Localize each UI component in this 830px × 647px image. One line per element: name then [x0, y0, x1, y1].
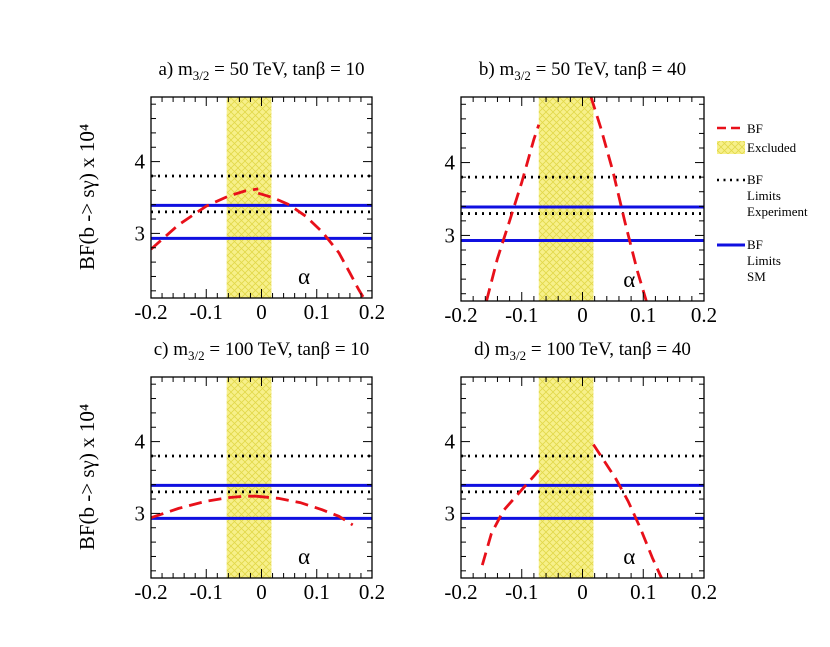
panel-title-part: b) m	[479, 59, 515, 80]
bf-curve-segment	[257, 191, 365, 298]
excluded-band	[538, 97, 594, 301]
plot-area-a	[151, 97, 372, 298]
x-axis-label: α	[298, 264, 310, 289]
x-tick-label: 0	[256, 580, 267, 604]
bf-curve-segment	[485, 124, 541, 301]
panel-title-part: c) m	[154, 339, 189, 360]
panel-title-part: = 100 TeV, tanβ = 10	[205, 339, 370, 360]
panel-title-a: a) m3/2 = 50 TeV, tanβ = 10	[158, 59, 364, 83]
x-tick-label: 0.2	[691, 303, 717, 327]
x-tick-label: -0.1	[190, 300, 223, 324]
bf-curve-segment	[480, 469, 540, 566]
x-tick-label: -0.2	[444, 580, 477, 604]
y-tick-label: 4	[135, 430, 146, 454]
x-tick-label: -0.1	[190, 580, 223, 604]
legend-excluded-label: Excluded	[747, 140, 797, 155]
bf-curve-segment	[151, 187, 259, 251]
x-axis-label: α	[298, 544, 310, 569]
panel-a: a) m3/2 = 50 TeV, tanβ = 10 -0.2 -0.1 0 0.1 0…	[134, 59, 385, 324]
panel-title-b: b) m3/2 = 50 TeV, tanβ = 40	[479, 59, 686, 83]
y-tick-label: 3	[135, 221, 146, 245]
x-tick-label: -0.2	[444, 303, 477, 327]
y-tick-label: 4	[445, 151, 456, 175]
x-tick-label: -0.1	[505, 303, 538, 327]
y-tick-label: 4	[135, 150, 146, 174]
y-tick-label: 3	[445, 223, 456, 247]
panel-title-part: 3/2	[188, 348, 205, 363]
excluded-band	[226, 97, 272, 298]
x-tick-label: 0	[256, 300, 267, 324]
x-tick-label: 0.2	[691, 580, 717, 604]
y-tick-label: 3	[445, 501, 456, 525]
panel-title-part: = 50 TeV, tanβ = 40	[531, 59, 686, 80]
bf-curve-segment	[589, 97, 648, 301]
x-axis-label: α	[623, 544, 635, 569]
y-tick-label: 4	[445, 430, 456, 454]
x-tick-label: 0.2	[359, 580, 385, 604]
panel-title-part: 3/2	[514, 68, 531, 83]
x-tick-label: -0.2	[134, 580, 167, 604]
plot-area-b	[461, 97, 704, 301]
excluded-band	[226, 377, 272, 578]
y-axis-label-bottom: BF(b -> sγ) x 10⁴	[75, 404, 99, 550]
panel-title-part: = 50 TeV, tanβ = 10	[209, 59, 364, 80]
panel-title-c: c) m3/2 = 100 TeV, tanβ = 10	[154, 339, 370, 363]
legend: BF Excluded BF Limits Experiment BF Limi…	[717, 121, 808, 284]
x-tick-label: 0.1	[630, 303, 656, 327]
panel-title-part: = 100 TeV, tanβ = 40	[526, 339, 691, 360]
x-tick-label: 0	[577, 580, 588, 604]
x-tick-label: 0.1	[304, 300, 330, 324]
legend-bf-label: BF	[747, 121, 763, 136]
legend-exp-label-3: Experiment	[747, 204, 808, 219]
legend-sm-label-3: SM	[747, 269, 766, 284]
panel-title-part: 3/2	[510, 348, 527, 363]
x-tick-label: 0.1	[630, 580, 656, 604]
bf-curve-segment	[151, 494, 256, 520]
legend-sm-label-2: Limits	[747, 253, 781, 268]
excluded-band	[538, 377, 594, 578]
x-tick-label: 0.2	[359, 300, 385, 324]
plot-area-d	[461, 377, 704, 578]
x-tick-label: -0.1	[505, 580, 538, 604]
legend-exp-label-2: Limits	[747, 188, 781, 203]
x-tick-label: 0.1	[304, 580, 330, 604]
legend-excluded-swatch	[717, 141, 745, 154]
x-tick-label: -0.2	[134, 300, 167, 324]
panel-title-part: a) m	[158, 59, 193, 80]
y-axis-label-top: BF(b -> sγ) x 10⁴	[75, 124, 99, 270]
panel-title-part: d) m	[474, 339, 510, 360]
panels: a) m3/2 = 50 TeV, tanβ = 10-0.2 -0.1 0 0.1 0…	[134, 59, 717, 604]
x-axis-label: α	[623, 267, 635, 292]
y-tick-label: 3	[135, 501, 146, 525]
panel-title-part: 3/2	[193, 68, 210, 83]
panel-title-d: d) m3/2 = 100 TeV, tanβ = 40	[474, 339, 691, 363]
plot-area-c	[151, 377, 372, 578]
legend-sm-label-1: BF	[747, 237, 763, 252]
bf-curve-segment	[592, 443, 663, 578]
bf-curve-segment	[255, 494, 354, 527]
legend-exp-label-1: BF	[747, 172, 763, 187]
panel-c: c) m3/2 = 100 TeV, tanβ = 10 -0.2 -0.1 0 0.1…	[134, 339, 385, 604]
x-tick-label: 0	[577, 303, 588, 327]
panel-b: b) m3/2 = 50 TeV, tanβ = 40 -0.2 -0.1 0 0.1 0…	[444, 59, 717, 327]
panel-d: d) m3/2 = 100 TeV, tanβ = 40 -0.2 -0.1 0 0.1…	[444, 339, 717, 604]
